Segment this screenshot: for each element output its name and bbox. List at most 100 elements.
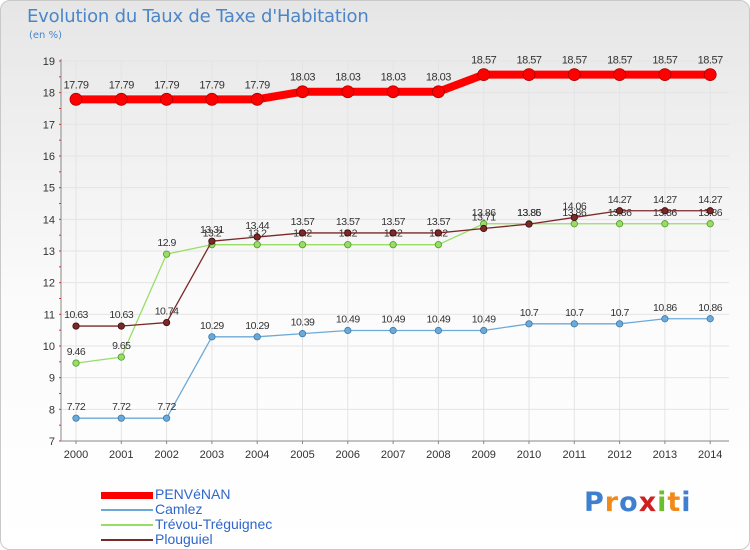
data-label: 14.27 <box>653 194 677 206</box>
data-label: 10.29 <box>200 320 224 332</box>
data-point <box>298 229 307 237</box>
x-tick-label: 2003 <box>200 449 224 461</box>
data-point <box>344 326 352 335</box>
series-camlez: 7.72 7.72 7.72 10.29 10.29 10.39 10.49 10.49 10.… <box>67 302 723 422</box>
data-label: 7.72 <box>112 401 131 413</box>
y-tick-label: 8 <box>49 404 55 416</box>
y-tick-label: 16 <box>43 151 55 163</box>
series-plouguiel: 10.63 10.63 10.74 13.31 13.44 13.57 13.57 13.57… <box>64 194 723 330</box>
data-point <box>480 224 488 233</box>
data-point <box>117 353 125 361</box>
data-label: 18.57 <box>607 55 632 67</box>
data-label: 13.57 <box>381 216 405 228</box>
data-label: 13.57 <box>427 216 451 228</box>
data-label: 13.57 <box>291 216 315 228</box>
data-point <box>703 68 717 82</box>
data-point <box>477 68 491 82</box>
logo-letter: t <box>667 487 682 518</box>
data-point <box>661 220 669 228</box>
data-point <box>615 220 624 228</box>
data-label: 18.57 <box>698 55 723 67</box>
data-point <box>253 333 261 341</box>
legend-label: Trévou-Tréguignec <box>155 516 273 532</box>
x-tick-label: 2013 <box>653 449 677 461</box>
y-tick-label: 19 <box>43 56 55 68</box>
y-tick-label: 10 <box>43 341 55 353</box>
y-tick-label: 7 <box>49 436 55 448</box>
data-label: 10.7 <box>520 307 539 319</box>
x-tick-label: 2012 <box>607 449 631 461</box>
data-label: 10.39 <box>291 317 315 329</box>
y-tick-label: 11 <box>44 309 55 321</box>
data-label: 17.79 <box>63 79 88 91</box>
data-point <box>431 85 445 99</box>
data-label: 18.03 <box>426 72 451 84</box>
data-label: 10.7 <box>565 307 584 319</box>
legend-swatch <box>101 492 153 499</box>
x-tick-label: 2011 <box>562 449 586 461</box>
data-point <box>706 207 714 215</box>
data-point <box>160 92 174 106</box>
y-tick-label: 9 <box>49 373 55 385</box>
data-label: 13.71 <box>472 212 496 224</box>
x-tick-label: 2006 <box>336 449 360 461</box>
data-label: 18.03 <box>381 72 406 84</box>
series-penv-nan: 17.79 17.79 17.79 17.79 17.79 18.03 18.03 18.03… <box>63 55 724 106</box>
legend-label: Camlez <box>155 501 203 517</box>
data-point <box>389 229 397 237</box>
data-label: 7.72 <box>157 401 176 413</box>
chart-title: Evolution du Taux de Taxe d'Habitation <box>27 6 369 27</box>
data-point <box>570 220 578 228</box>
data-label: 10.49 <box>427 313 451 325</box>
grid <box>61 60 729 442</box>
y-tick-label: 15 <box>43 183 55 195</box>
data-point <box>72 359 80 367</box>
legend-swatch <box>101 524 153 526</box>
data-point <box>525 220 533 228</box>
data-point <box>661 207 669 215</box>
data-label: 10.29 <box>245 320 269 332</box>
data-point <box>389 241 397 249</box>
data-label: 13.57 <box>336 216 360 228</box>
logo-letter: r <box>604 487 620 518</box>
data-label: 13.86 <box>472 207 496 219</box>
data-point <box>298 330 307 338</box>
data-point <box>434 326 442 335</box>
data-point <box>706 315 714 323</box>
data-point <box>525 320 533 328</box>
data-point <box>658 68 672 82</box>
logo-letter: i <box>681 487 692 518</box>
data-point <box>341 85 355 99</box>
data-point <box>253 241 261 249</box>
data-label: 18.57 <box>652 55 677 67</box>
data-label: 10.63 <box>64 309 88 321</box>
data-point <box>163 250 171 258</box>
x-tick-label: 2002 <box>154 449 178 461</box>
y-tick-label: 18 <box>43 88 55 100</box>
logo-letter: i <box>657 487 668 518</box>
data-label: 17.79 <box>154 79 179 91</box>
x-tick-label: 2007 <box>381 449 405 461</box>
data-point <box>250 92 264 106</box>
data-label: 17.79 <box>199 79 224 91</box>
data-point <box>117 322 125 330</box>
data-label: 10.86 <box>698 302 722 314</box>
legend-swatch <box>101 539 153 541</box>
data-label: 13.2 <box>203 228 222 240</box>
legend-label: Plouguiel <box>155 531 213 547</box>
data-label: 17.79 <box>109 79 134 91</box>
data-point <box>706 220 714 228</box>
data-point <box>480 326 488 335</box>
data-label: 13.86 <box>517 207 541 219</box>
data-point <box>389 326 397 335</box>
proxiti-logo: Proxiti <box>584 487 692 518</box>
data-label: 10.63 <box>109 309 133 321</box>
data-label: 14.27 <box>608 194 632 206</box>
logo-letter: o <box>619 487 639 518</box>
data-point <box>613 68 626 82</box>
data-point <box>522 68 536 82</box>
data-point <box>72 322 80 330</box>
data-point <box>208 237 216 245</box>
